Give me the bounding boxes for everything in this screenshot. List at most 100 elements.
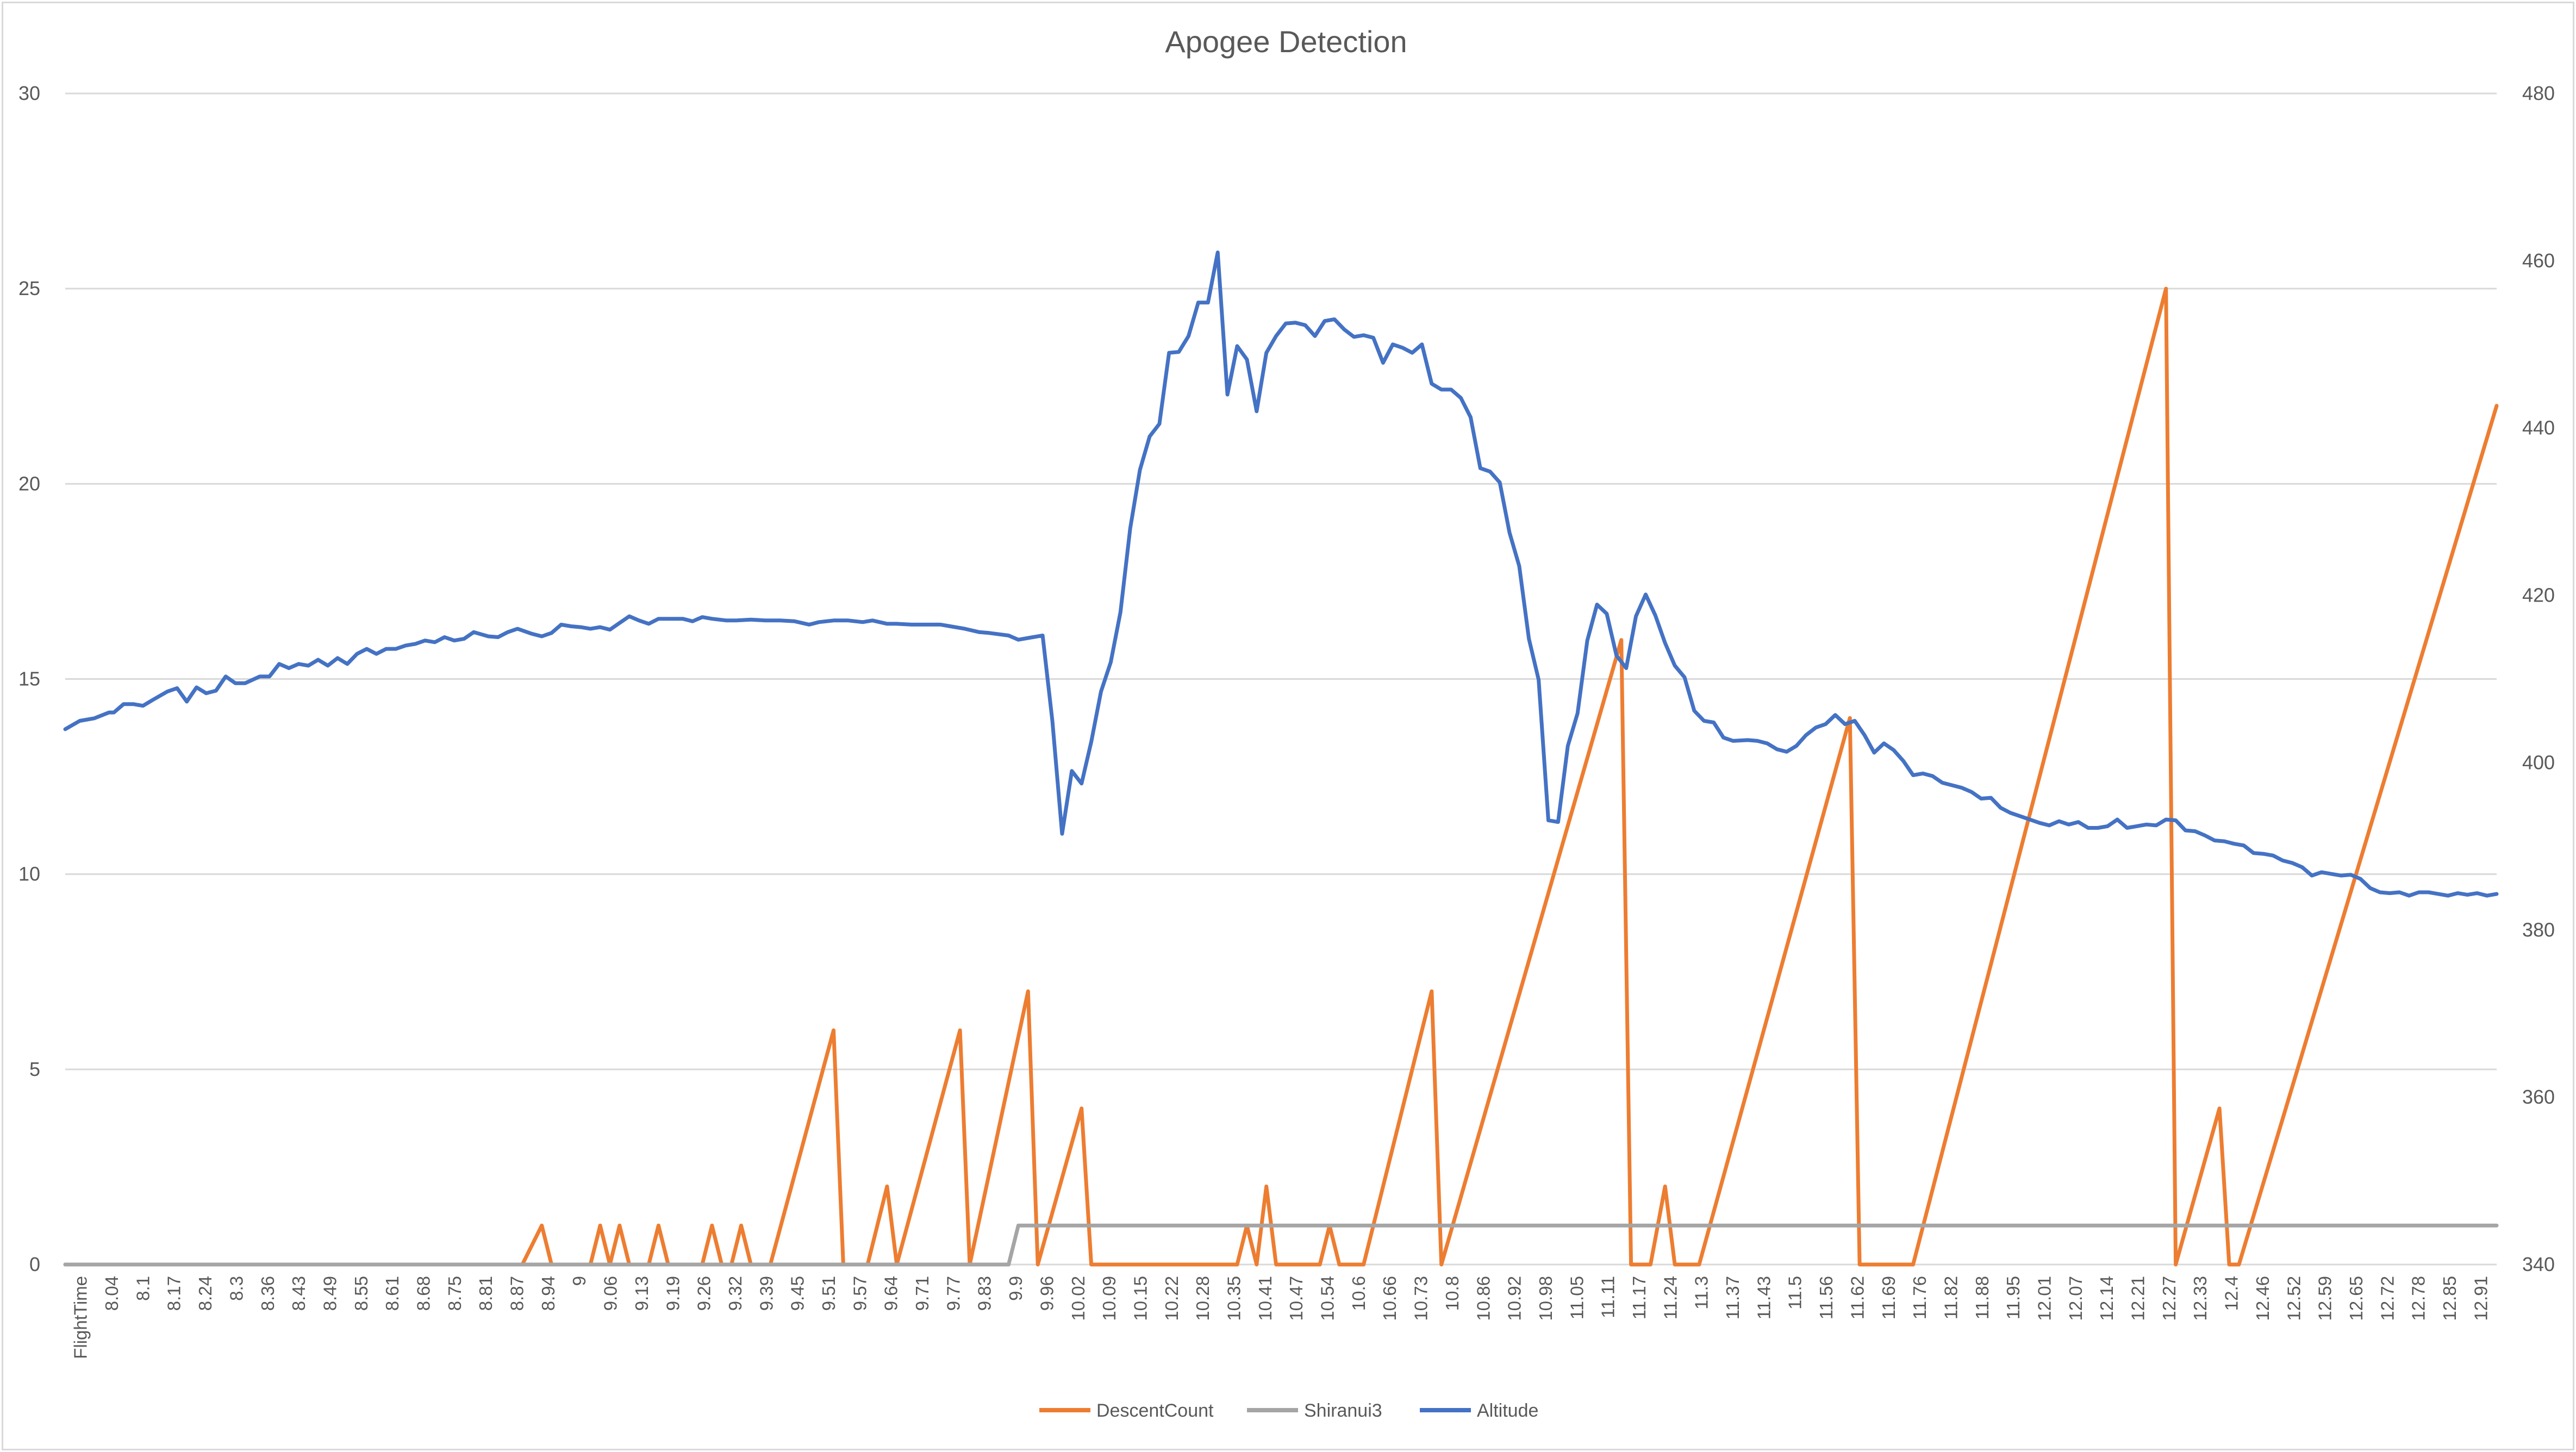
y-tick-label: 30 xyxy=(18,82,40,104)
legend-label: Shiranui3 xyxy=(1304,1400,1382,1421)
x-tick-label: 10.86 xyxy=(1473,1276,1493,1321)
series-line-altitude xyxy=(63,251,2499,898)
x-tick-label: 12.27 xyxy=(2159,1276,2179,1321)
x-tick-label: 8.1 xyxy=(133,1276,153,1301)
x-tick-label: 12.91 xyxy=(2471,1276,2491,1321)
x-tick-label: 10.8 xyxy=(1442,1276,1462,1311)
x-tick-label: 9.9 xyxy=(1006,1276,1026,1301)
x-tick-label: 9.06 xyxy=(601,1276,621,1311)
x-tick-label: 10.09 xyxy=(1099,1276,1119,1321)
x-axis-ticks: FlightTime 8.04 8.1 8.17 8.24 8.3 8.36 8.43 8.49… xyxy=(71,1276,2491,1359)
x-tick-label: 9.32 xyxy=(725,1276,745,1311)
gridlines xyxy=(65,92,2497,1266)
x-tick-label: 10.54 xyxy=(1318,1276,1338,1321)
y2-tick-label: 440 xyxy=(2522,417,2555,439)
x-tick-label: 10.47 xyxy=(1286,1276,1306,1321)
x-tick-label: 8.36 xyxy=(258,1276,278,1311)
x-tick-label: 11.76 xyxy=(1910,1276,1930,1319)
left-axis-ticks: 0 5 10 15 20 25 30 xyxy=(18,82,40,1275)
series-line-descentcount xyxy=(63,286,2499,1267)
x-tick-label: 11.17 xyxy=(1629,1276,1649,1319)
x-tick-label: 10.98 xyxy=(1536,1276,1556,1321)
x-tick-label: 10.22 xyxy=(1162,1276,1182,1321)
x-tick-label: 11.69 xyxy=(1879,1276,1899,1319)
x-tick-label: 10.35 xyxy=(1224,1276,1244,1321)
x-tick-label: 12.59 xyxy=(2315,1276,2335,1321)
x-tick-label: 12.78 xyxy=(2409,1276,2429,1321)
x-tick-label: 9.39 xyxy=(756,1276,776,1311)
x-tick-label: 8.49 xyxy=(320,1276,340,1311)
x-tick-label: 10.41 xyxy=(1255,1276,1275,1321)
y-tick-label: 0 xyxy=(29,1253,40,1275)
x-tick-label: 12.85 xyxy=(2440,1276,2460,1321)
legend-label: Altitude xyxy=(1477,1400,1538,1421)
y2-tick-label: 360 xyxy=(2522,1086,2555,1108)
y2-tick-label: 380 xyxy=(2522,918,2555,941)
x-tick-label: 8.17 xyxy=(164,1276,184,1311)
x-tick-label: 11.24 xyxy=(1660,1276,1680,1319)
x-tick-label: 12.72 xyxy=(2377,1276,2397,1321)
x-tick-label: 11.88 xyxy=(1972,1276,1992,1319)
right-axis-ticks: 340 360 380 400 420 440 460 480 xyxy=(2522,82,2555,1275)
x-tick-label: 9.19 xyxy=(663,1276,683,1311)
y-tick-label: 5 xyxy=(29,1058,40,1080)
x-tick-label: 8.04 xyxy=(102,1276,122,1311)
x-tick-label: 10.66 xyxy=(1380,1276,1400,1321)
x-tick-label: 9.64 xyxy=(881,1276,901,1311)
x-tick-label: 11.95 xyxy=(2003,1276,2023,1319)
x-tick-label: 8.55 xyxy=(351,1276,371,1311)
x-tick-label: 9.57 xyxy=(850,1276,870,1311)
x-tick-label: 8.24 xyxy=(195,1276,215,1311)
x-tick-label: 12.46 xyxy=(2253,1276,2273,1321)
x-tick-label: 11.56 xyxy=(1816,1276,1836,1319)
x-tick-label: 9.26 xyxy=(694,1276,714,1311)
y-tick-label: 25 xyxy=(18,277,40,299)
legend: DescentCount Shiranui3 Altitude xyxy=(1039,1400,1538,1421)
x-tick-label: 9.96 xyxy=(1037,1276,1057,1311)
x-tick-label: 9.45 xyxy=(788,1276,808,1311)
x-tick-label: 8.43 xyxy=(289,1276,309,1311)
x-tick-label: 8.68 xyxy=(413,1276,433,1311)
y2-tick-label: 400 xyxy=(2522,751,2555,773)
x-tick-label: 10.92 xyxy=(1505,1276,1525,1321)
series-line-shiranui3 xyxy=(63,1223,2499,1267)
x-tick-label: 11.37 xyxy=(1723,1276,1743,1319)
x-tick-label: 11.82 xyxy=(1941,1276,1961,1319)
x-tick-label: 11.3 xyxy=(1692,1276,1712,1310)
x-tick-label: 10.6 xyxy=(1349,1276,1369,1311)
x-tick-label: 9.51 xyxy=(819,1276,839,1311)
y-tick-label: 15 xyxy=(18,668,40,690)
x-tick-label: 9.71 xyxy=(912,1276,932,1311)
x-tick-label: 12.33 xyxy=(2190,1276,2210,1321)
legend-label: DescentCount xyxy=(1096,1400,1214,1421)
series-lines xyxy=(63,251,2499,1267)
x-tick-label: 10.15 xyxy=(1130,1276,1150,1321)
x-tick-label: 12.07 xyxy=(2066,1276,2086,1321)
x-tick-label: 11.62 xyxy=(1847,1276,1867,1319)
x-tick-label: 8.87 xyxy=(507,1276,527,1311)
x-tick-label: 9.83 xyxy=(975,1276,995,1311)
x-tick-label: 9.77 xyxy=(943,1276,963,1311)
y2-tick-label: 460 xyxy=(2522,249,2555,272)
x-tick-label: 12.4 xyxy=(2222,1276,2242,1311)
chart-title: Apogee Detection xyxy=(1165,24,1407,59)
x-tick-label: 10.02 xyxy=(1068,1276,1088,1321)
y-tick-label: 20 xyxy=(18,472,40,495)
x-tick-label: 11.43 xyxy=(1754,1276,1774,1319)
x-tick-label: 8.94 xyxy=(538,1276,558,1311)
x-tick-label: 9 xyxy=(569,1276,589,1286)
y2-tick-label: 340 xyxy=(2522,1253,2555,1275)
x-tick-label: 8.61 xyxy=(382,1276,402,1311)
x-tick-label: 11.5 xyxy=(1785,1276,1805,1310)
x-tick-label: 12.21 xyxy=(2128,1276,2148,1321)
x-tick-label: 11.05 xyxy=(1567,1276,1587,1319)
y2-tick-label: 480 xyxy=(2522,82,2555,104)
x-tick-label: 8.81 xyxy=(476,1276,496,1311)
x-tick-label: FlightTime xyxy=(71,1276,91,1359)
x-tick-label: 12.14 xyxy=(2097,1276,2117,1321)
x-tick-label: 10.73 xyxy=(1411,1276,1431,1321)
x-tick-label: 12.01 xyxy=(2034,1276,2054,1321)
x-tick-label: 10.28 xyxy=(1193,1276,1213,1321)
